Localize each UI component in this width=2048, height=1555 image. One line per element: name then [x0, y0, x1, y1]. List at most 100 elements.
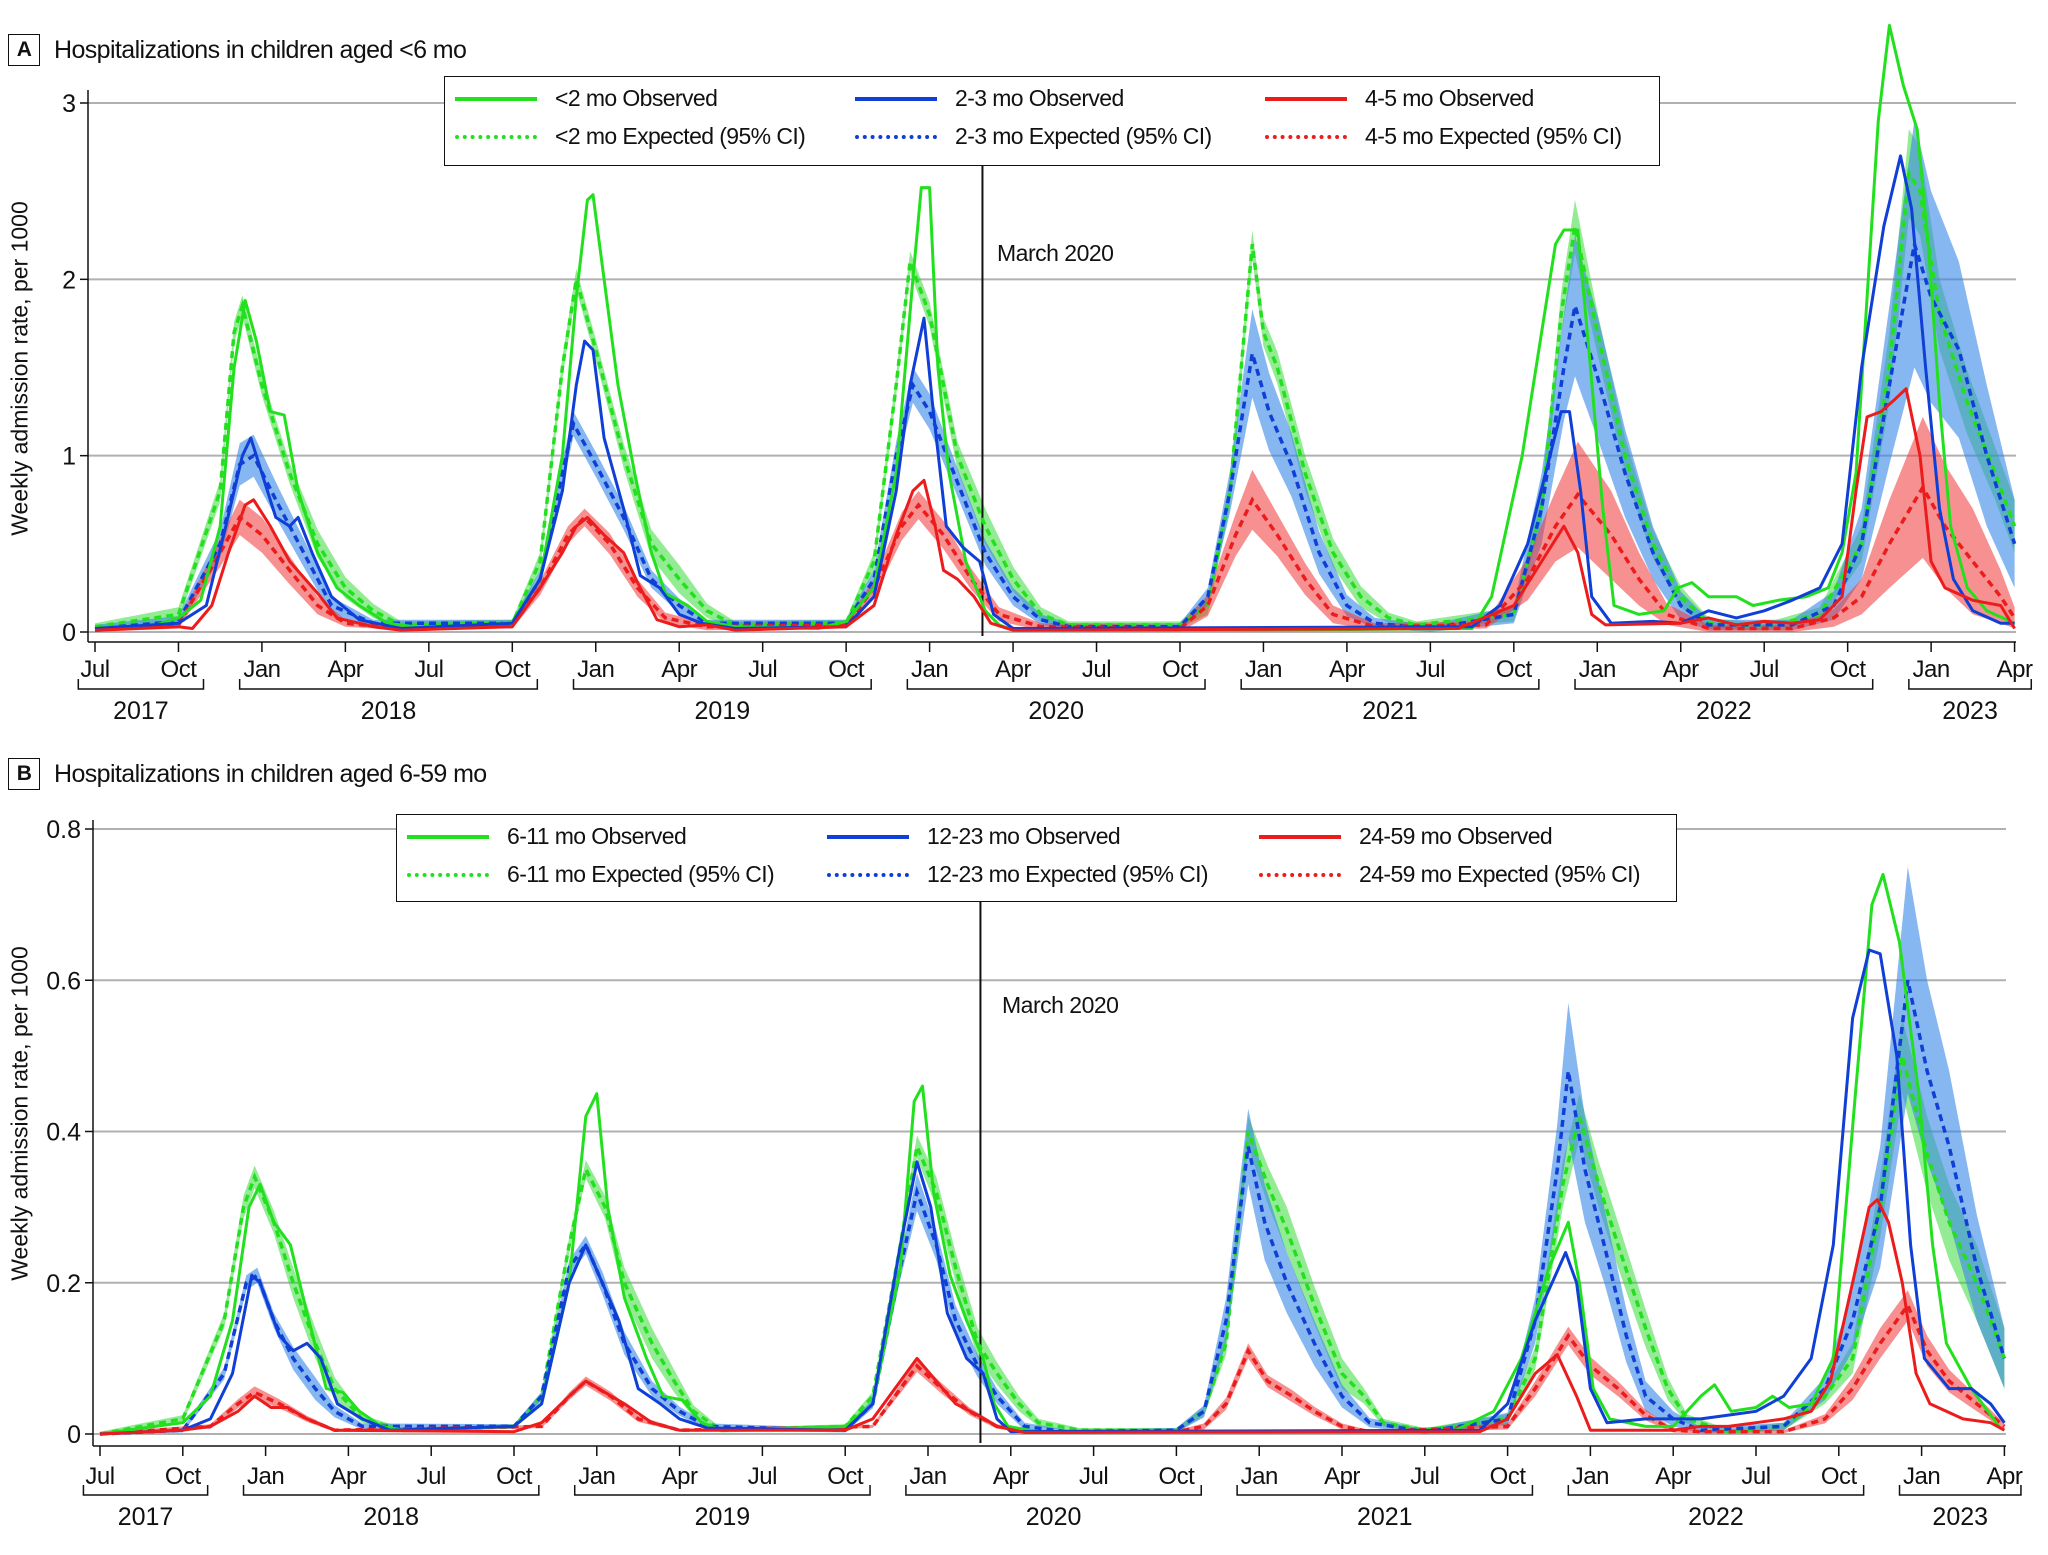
panel-a-plot: 0 1 2 3 Jul Oct Jan Apr Jul Oct Jan Apr Jul Oct Jan Apr… — [62, 23, 2034, 725]
panel-b-x-tick-label: Jul — [1741, 1463, 1770, 1490]
panel-a-year-bracket — [906, 679, 1206, 690]
panel-b-year-bracket — [1236, 1485, 1534, 1496]
panel-a-observed-line-green — [95, 23, 2016, 632]
panel-b-x-tick-label: Oct — [1158, 1463, 1195, 1490]
panel-a-expected-line-blue — [94, 243, 2017, 631]
legend-swatch-solid-red — [1259, 834, 1341, 839]
panel-b-year-bracket — [573, 1485, 871, 1496]
legend-swatch-dashed-red — [1265, 134, 1347, 139]
panel-a-year-bracket — [572, 679, 872, 690]
panel-b-legend-item: 6-11 mo Observed — [407, 823, 687, 850]
panel-a-y-axis-label: Weekly admission rate, per 1000 — [6, 201, 33, 536]
panel-b-expected-line-green — [99, 1055, 2007, 1436]
panel-b-x-tick-label: Oct — [1490, 1463, 1527, 1490]
panel-b-x-tick-label: Jan — [1241, 1463, 1278, 1490]
panel-a-legend-item: 2-3 mo Expected (95% CI) — [855, 123, 1212, 150]
panel-a-year-label: 2021 — [1362, 697, 1418, 725]
panel-b-year-label: 2021 — [1357, 1503, 1413, 1531]
panel-b-year-bracket — [242, 1485, 540, 1496]
panel-b-observed-line-red — [99, 1198, 2006, 1436]
panel-b-x-tick-label: Jan — [1903, 1463, 1940, 1490]
panel-a-y-tick-label: 1 — [62, 443, 76, 471]
panel-b-legend-item: 24-59 mo Expected (95% CI) — [1259, 861, 1641, 888]
panel-a-x-tick-label: Jan — [1913, 656, 1950, 683]
panel-b-year-bracket — [82, 1485, 209, 1496]
legend-label: 4-5 mo Expected (95% CI) — [1365, 123, 1622, 149]
panel-a-title-text: Hospitalizations in children aged <6 mo — [54, 35, 467, 64]
panel-a-x-tick-label: Jan — [577, 656, 614, 683]
panel-b-legend-item: 12-23 mo Observed — [827, 823, 1121, 850]
panel-b-year-bracket — [1898, 1485, 2022, 1496]
panel-a-legend-item: <2 mo Observed — [455, 85, 718, 112]
legend-swatch-solid-green — [455, 96, 537, 101]
panel-b-x-tick-label: Jul — [1079, 1463, 1108, 1490]
panel-a-x-tick-label: Jul — [1082, 656, 1111, 683]
panel-b-x-tick-label: Apr — [1324, 1463, 1360, 1490]
legend-swatch-dashed-red — [1259, 872, 1341, 877]
panel-b-observed-line-blue — [99, 948, 2006, 1436]
panel-a-ci-band-green — [95, 129, 2015, 631]
panel-a-legend-item: 2-3 mo Observed — [855, 85, 1124, 112]
panel-b-y-tick-label: 0.8 — [46, 816, 81, 844]
panel-a-legend: <2 mo Observed 2-3 mo Observed 4-5 mo Obse… — [444, 76, 1660, 166]
panel-a-year-label: 2022 — [1696, 697, 1752, 725]
panel-a-x-tick-label: Jan — [1579, 656, 1616, 683]
panel-a-year-label: 2020 — [1028, 697, 1084, 725]
legend-swatch-dashed-blue — [827, 872, 909, 877]
panel-a-title: A Hospitalizations in children aged <6 m… — [8, 34, 467, 66]
panel-b-y-tick-label: 0 — [67, 1421, 81, 1449]
panel-b-x-tick-label: Jul — [85, 1463, 114, 1490]
panel-b-x-tick-label: Oct — [1821, 1463, 1858, 1490]
panel-a-legend-item: 4-5 mo Expected (95% CI) — [1265, 123, 1622, 150]
panel-a-year-bracket — [1908, 679, 2033, 690]
panel-a-x-tick-label: Jan — [1245, 656, 1282, 683]
panel-b-y-tick-label: 0.4 — [46, 1119, 81, 1147]
panel-a-x-tick-label: Apr — [1663, 656, 1699, 683]
legend-label: <2 mo Observed — [555, 85, 718, 111]
panel-a-observed-line-blue — [94, 154, 2015, 630]
panel-b-x-tick-label: Jul — [748, 1463, 777, 1490]
legend-label: 4-5 mo Observed — [1365, 85, 1534, 111]
panel-b-title: B Hospitalizations in children aged 6-59… — [8, 758, 487, 790]
panel-b-ci-band-red — [100, 1290, 2005, 1434]
panel-b-ci-band-blue — [100, 866, 2005, 1434]
panel-b-x-tick-label: Apr — [330, 1463, 366, 1490]
panel-a-x-tick-label: Oct — [161, 656, 198, 683]
panel-b-x-tick-label: Oct — [496, 1463, 533, 1490]
legend-swatch-solid-red — [1265, 96, 1347, 101]
panel-a-ci-band-red — [95, 416, 2015, 632]
legend-swatch-solid-blue — [827, 834, 909, 839]
legend-label: 6-11 mo Expected (95% CI) — [507, 861, 775, 887]
panel-b-x-tick-label: Apr — [1655, 1463, 1691, 1490]
legend-label: 24-59 mo Expected (95% CI) — [1359, 861, 1641, 887]
panel-a-year-bracket — [238, 679, 539, 690]
panel-a-x-tick-label: Oct — [1162, 656, 1199, 683]
panel-a-year-label: 2017 — [113, 697, 169, 725]
panel-a-x-tick-label: Oct — [494, 656, 531, 683]
legend-label: 2-3 mo Expected (95% CI) — [955, 123, 1212, 149]
panel-b-y-tick-label: 0.6 — [46, 967, 81, 995]
panel-a-x-tick-label: Oct — [1496, 656, 1533, 683]
panel-b-year-label: 2022 — [1688, 1503, 1744, 1531]
panel-a-x-tick-label: Apr — [327, 656, 363, 683]
panel-b-year-label: 2023 — [1932, 1503, 1988, 1531]
legend-label: <2 mo Expected (95% CI) — [555, 123, 806, 149]
panel-a-x-tick-label: Jul — [414, 656, 443, 683]
panel-a-legend-item: 4-5 mo Observed — [1265, 85, 1534, 112]
panel-b-year-label: 2017 — [118, 1503, 174, 1531]
panel-a-x-tick-label: Oct — [1830, 656, 1867, 683]
panel-a-x-tick-label: Apr — [661, 656, 697, 683]
panel-b-event-label: March 2020 — [1002, 992, 1119, 1018]
panel-b-x-tick-label: Jan — [1572, 1463, 1609, 1490]
panel-a-year-bracket — [1574, 679, 1874, 690]
panel-a-x-tick-label: Jul — [80, 656, 109, 683]
panel-b-legend-item: 24-59 mo Observed — [1259, 823, 1553, 850]
panel-b-year-label: 2020 — [1026, 1503, 1082, 1531]
legend-label: 6-11 mo Observed — [507, 823, 687, 849]
panel-b-y-axis-label: Weekly admission rate, per 1000 — [6, 946, 33, 1281]
panel-b-ci-band-green — [100, 1018, 2005, 1434]
legend-label: 12-23 mo Expected (95% CI) — [927, 861, 1209, 887]
panel-b-title-text: Hospitalizations in children aged 6-59 m… — [54, 759, 487, 788]
